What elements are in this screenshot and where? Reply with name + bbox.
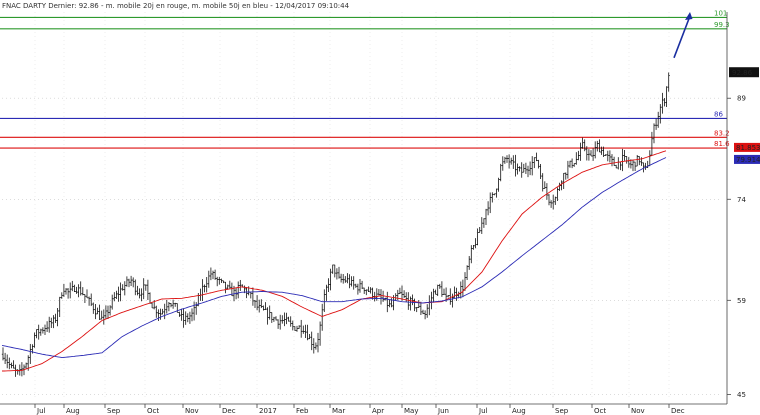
x-tick-label: Jun — [437, 407, 449, 415]
ma20-tag-label: 81.8534 — [736, 144, 760, 152]
arrow-shaft — [673, 15, 691, 59]
ma20-line — [2, 150, 667, 372]
ma20-tag — [734, 142, 760, 152]
last-price-tag — [729, 67, 759, 78]
y-tick-label: 45 — [737, 391, 746, 399]
y-axis: 45 59 74 89 — [726, 12, 746, 404]
level-label: 81.6 — [714, 140, 730, 148]
arrow-head — [685, 12, 693, 20]
level-label: 83.2 — [714, 129, 730, 137]
x-tick-label: Oct — [594, 407, 606, 415]
price-bars — [1, 72, 670, 377]
x-tick-label: Sep — [107, 407, 121, 415]
x-tick-label: Jul — [36, 407, 46, 415]
level-label: 99.3 — [714, 21, 730, 29]
chart-title: FNAC DARTY Dernier: 92.86 - m. mobile 20… — [2, 2, 350, 10]
y-tick-label: 59 — [737, 297, 746, 305]
x-tick-label: Dec — [222, 407, 236, 415]
x-axis: Jul Aug Sep Oct Nov Dec 2017 Feb Mar Apr May Jun Jul… — [0, 403, 727, 415]
ma50-tag-label: 79.9144 — [736, 156, 760, 164]
x-tick-label: Aug — [66, 407, 80, 415]
x-tick-label: Oct — [147, 407, 159, 415]
last-price-label: 92.86 — [732, 69, 753, 77]
x-tick-label: 2017 — [259, 407, 277, 415]
y-tick-label: 74 — [737, 196, 746, 204]
horizontal-levels: 101 99.3 86 83.2 81.6 — [0, 9, 730, 149]
x-tick-label: Feb — [296, 407, 309, 415]
x-tick-label: Jul — [478, 407, 488, 415]
x-tick-label: Nov — [185, 407, 199, 415]
x-tick-label: Mar — [332, 407, 345, 415]
y-tick-label: 89 — [737, 95, 746, 103]
x-tick-label: Sep — [555, 407, 569, 415]
grid — [2, 12, 722, 400]
level-label: 86 — [714, 110, 723, 118]
x-tick-label: Aug — [512, 407, 526, 415]
x-tick-label: Nov — [631, 407, 645, 415]
value-tags: 92.86 81.8534 79.9144 — [729, 67, 760, 164]
level-label: 101 — [714, 9, 727, 17]
ma50-tag — [734, 154, 760, 164]
x-tick-label: May — [404, 407, 418, 415]
trend-arrow — [673, 12, 693, 59]
x-tick-label: Apr — [372, 407, 384, 415]
x-tick-label: Dec — [671, 407, 685, 415]
ma50-line — [1, 157, 667, 359]
